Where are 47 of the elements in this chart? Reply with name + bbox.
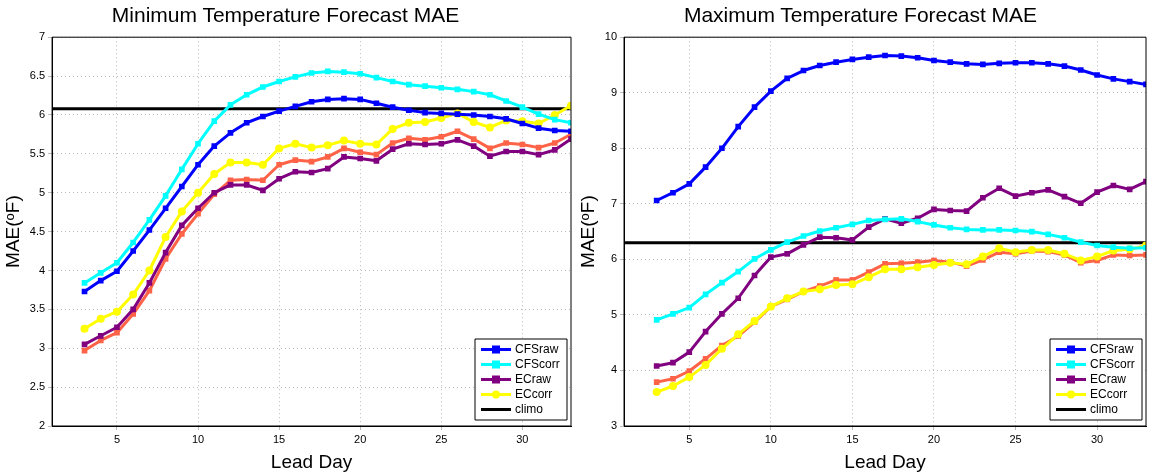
x-tick-label: 10 [191,432,205,445]
x-tick-label: 15 [272,432,286,445]
y-tick-label: 3.5 [29,302,46,315]
legend-label: CFScorr [1090,356,1135,371]
y-tick-label: 4.5 [29,224,46,237]
y-tick-label: 9 [610,85,618,98]
y-tick-label: 5.5 [29,146,46,159]
y-tick-label: 8 [610,141,618,154]
legend-label: ECcorr [1090,386,1128,401]
y-tick-label: 6.5 [29,69,46,82]
y-axis-title: MAE(ᵒF) [576,195,598,268]
y-tick-label: 2.5 [29,380,46,393]
y-tick-label: 5 [38,185,46,198]
x-tick-label: 20 [354,432,367,445]
x-tick-label: 15 [846,432,859,445]
x-tick-label: 30 [1090,432,1104,445]
legend-label: climo [515,401,544,416]
x-tick-label: 25 [1009,432,1022,445]
y-tick-label: 3 [38,341,46,354]
y-tick-label: 4 [38,263,46,276]
x-tick-label: 10 [764,432,777,445]
legend-label: ECcorr [515,386,553,401]
legend-label: ECraw [1090,371,1127,386]
legend-label: CFScorr [515,356,560,371]
x-tick-label: 25 [435,432,448,445]
x-axis-title: Lead Day [270,450,353,472]
x-tick-label: 5 [113,432,121,445]
legend-label: ECraw [515,371,552,386]
x-tick-label: 20 [927,432,941,445]
legend-label: CFSraw [515,341,559,356]
y-tick-label: 10 [604,30,618,43]
y-tick-label: 7 [38,30,46,43]
y-tick-label: 6 [610,252,618,265]
y-tick-label: 5 [610,307,618,320]
y-axis-title: MAE(ᵒF) [1,195,23,268]
x-tick-label: 5 [686,432,693,445]
y-tick-label: 6 [38,107,46,120]
y-tick-label: 3 [610,419,618,432]
x-axis-title: Lead Day [844,450,927,472]
y-tick-label: 4 [610,363,618,376]
legend-label: CFSraw [1090,341,1134,356]
y-tick-label: 7 [610,196,618,209]
legend-label: climo [1090,401,1119,416]
chart-title: Minimum Temperature Forecast MAE [111,3,460,27]
chart-title: Maximum Temperature Forecast MAE [683,3,1038,27]
y-tick-label: 2 [38,419,46,432]
x-tick-label: 30 [516,432,529,445]
